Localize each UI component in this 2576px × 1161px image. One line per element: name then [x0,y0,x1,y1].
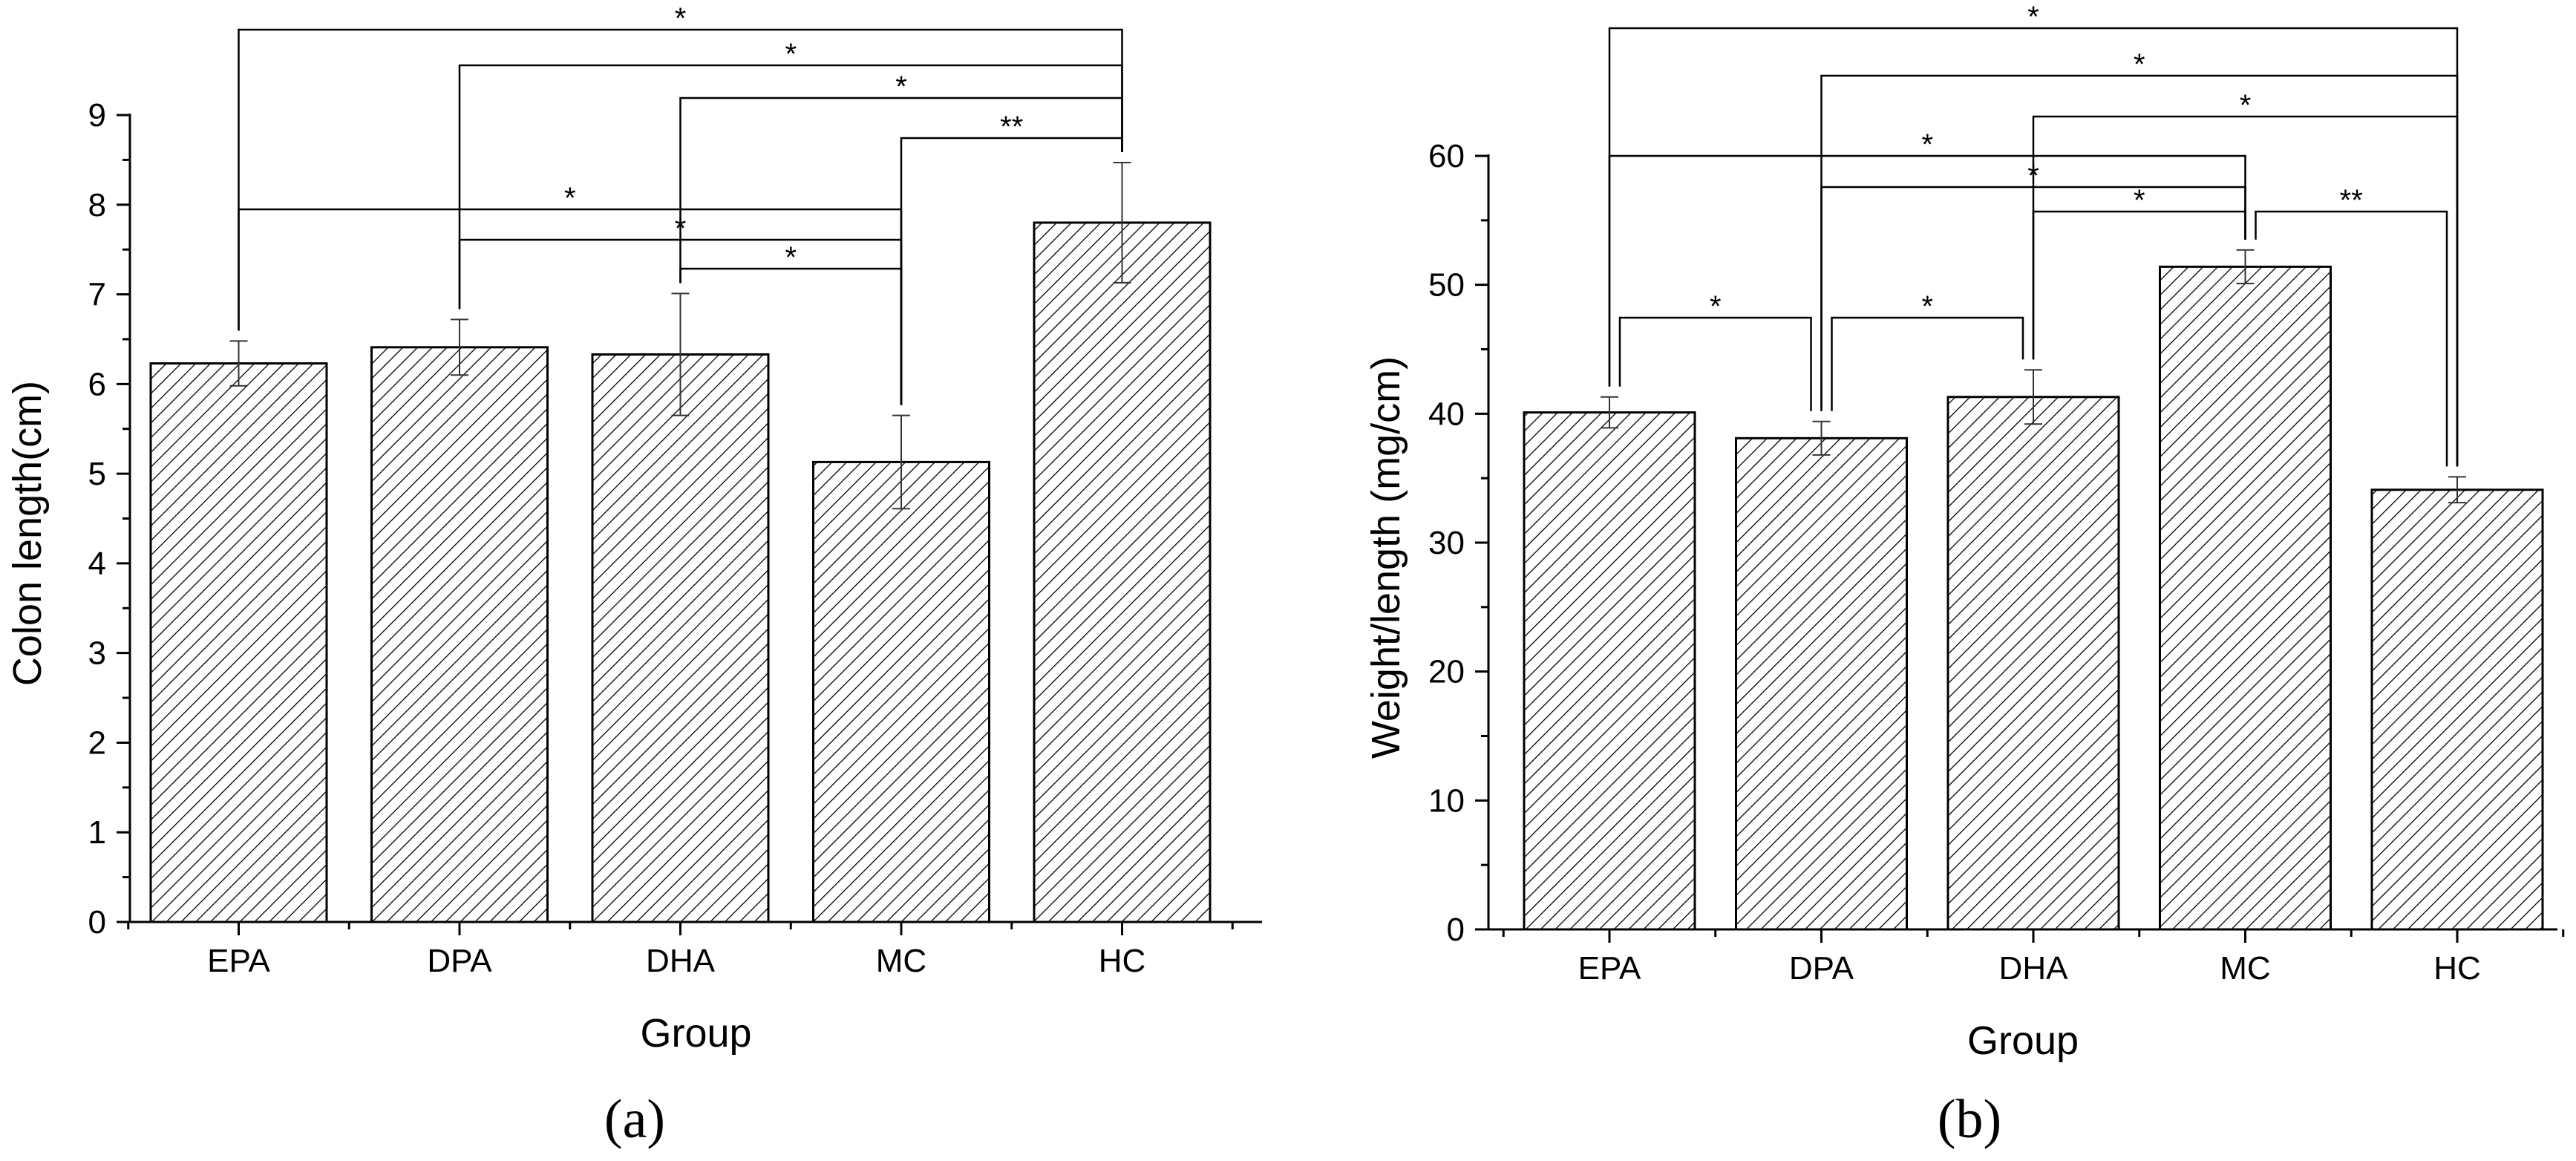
significance-bracket [679,97,1123,284]
significance-label: * [2134,184,2145,217]
significance-bracket [1820,74,2459,467]
y-tick-label: 7 [88,277,106,313]
bar-dha [1946,396,2120,931]
x-tick-label-dpa: DPA [427,943,492,979]
significance-label: * [675,212,687,245]
bar-mc [2159,265,2332,931]
y-tick-label: 6 [88,366,106,402]
y-tick-label: 20 [1428,654,1465,690]
x-tick-label-mc: MC [2220,950,2270,987]
y-tick-label: 30 [1428,525,1465,561]
y-axis-label: Weight/length (mg/cm) [1364,356,1408,759]
colon-length-chart: 0 1 2 3 4 5 6 7 8 9 EPA DPA DHA MC HC Group Colon length… [5,2,1262,1056]
x-axis-label: Group [1967,1018,2079,1063]
significance-label: * [785,241,797,274]
y-tick-label: 4 [88,546,106,582]
significance-label: * [2027,160,2039,192]
significance-bracket [1608,154,2246,387]
significance-label: * [1921,128,1933,161]
y-tick-label: 1 [88,814,106,851]
y-tick-label: 9 [88,97,106,134]
y-tick-label: 40 [1428,396,1465,432]
bar-dpa [370,346,549,923]
significance-bracket [1618,316,1812,411]
bar-dha [591,353,770,923]
panel-label-a: (a) [604,1089,665,1150]
significance-label: * [2027,1,2039,33]
significance-bracket [2032,210,2246,360]
x-tick-label-dha: DHA [646,943,716,979]
x-tick-label-hc: HC [2433,950,2481,987]
significance-label: * [895,71,907,103]
significance-bracket [238,208,903,405]
y-tick-label: 50 [1428,267,1465,304]
y-tick-label: 5 [88,456,106,492]
panel-label-b: (b) [1938,1089,2001,1150]
y-tick-label: 60 [1428,138,1465,174]
significance-label: * [564,182,576,215]
x-tick-label-hc: HC [1099,943,1146,979]
bar-dpa [1735,436,1908,931]
bar-epa [1523,411,1696,931]
significance-label: ** [2340,184,2363,217]
weight-length-chart: 0 10 20 30 40 50 60 EPA DPA DHA MC HC Group Weight/le… [1364,1,2565,1063]
significance-label: ** [1000,111,1023,143]
bar-hc [1033,221,1212,923]
significance-label: * [675,2,687,35]
y-axis-label: Colon length(cm) [5,381,50,686]
significance-label: * [2134,48,2145,81]
y-tick-label: 2 [88,725,106,761]
significance-label: * [785,38,797,71]
x-axis-label: Group [640,1011,751,1056]
y-tick-label: 3 [88,635,106,672]
significance-label: * [1710,290,1722,323]
y-tick-label: 0 [88,904,106,941]
bar-mc [812,460,990,923]
x-tick-label-dpa: DPA [1789,950,1854,987]
y-tick-label: 8 [88,187,106,223]
x-tick-label-mc: MC [876,943,926,979]
significance-label: * [1921,290,1933,323]
y-tick-label: 10 [1428,782,1465,819]
x-tick-label-dha: DHA [1999,950,2069,987]
bar-epa [149,362,328,923]
significance-bracket [679,267,903,405]
y-tick-label: 0 [1447,912,1465,948]
x-tick-label-epa: EPA [1578,950,1641,987]
bar-hc [2370,488,2544,931]
x-tick-label-epa: EPA [207,943,270,979]
significance-label: * [2240,89,2252,122]
significance-bracket [1831,316,2024,411]
significance-bracket [2255,210,2448,467]
